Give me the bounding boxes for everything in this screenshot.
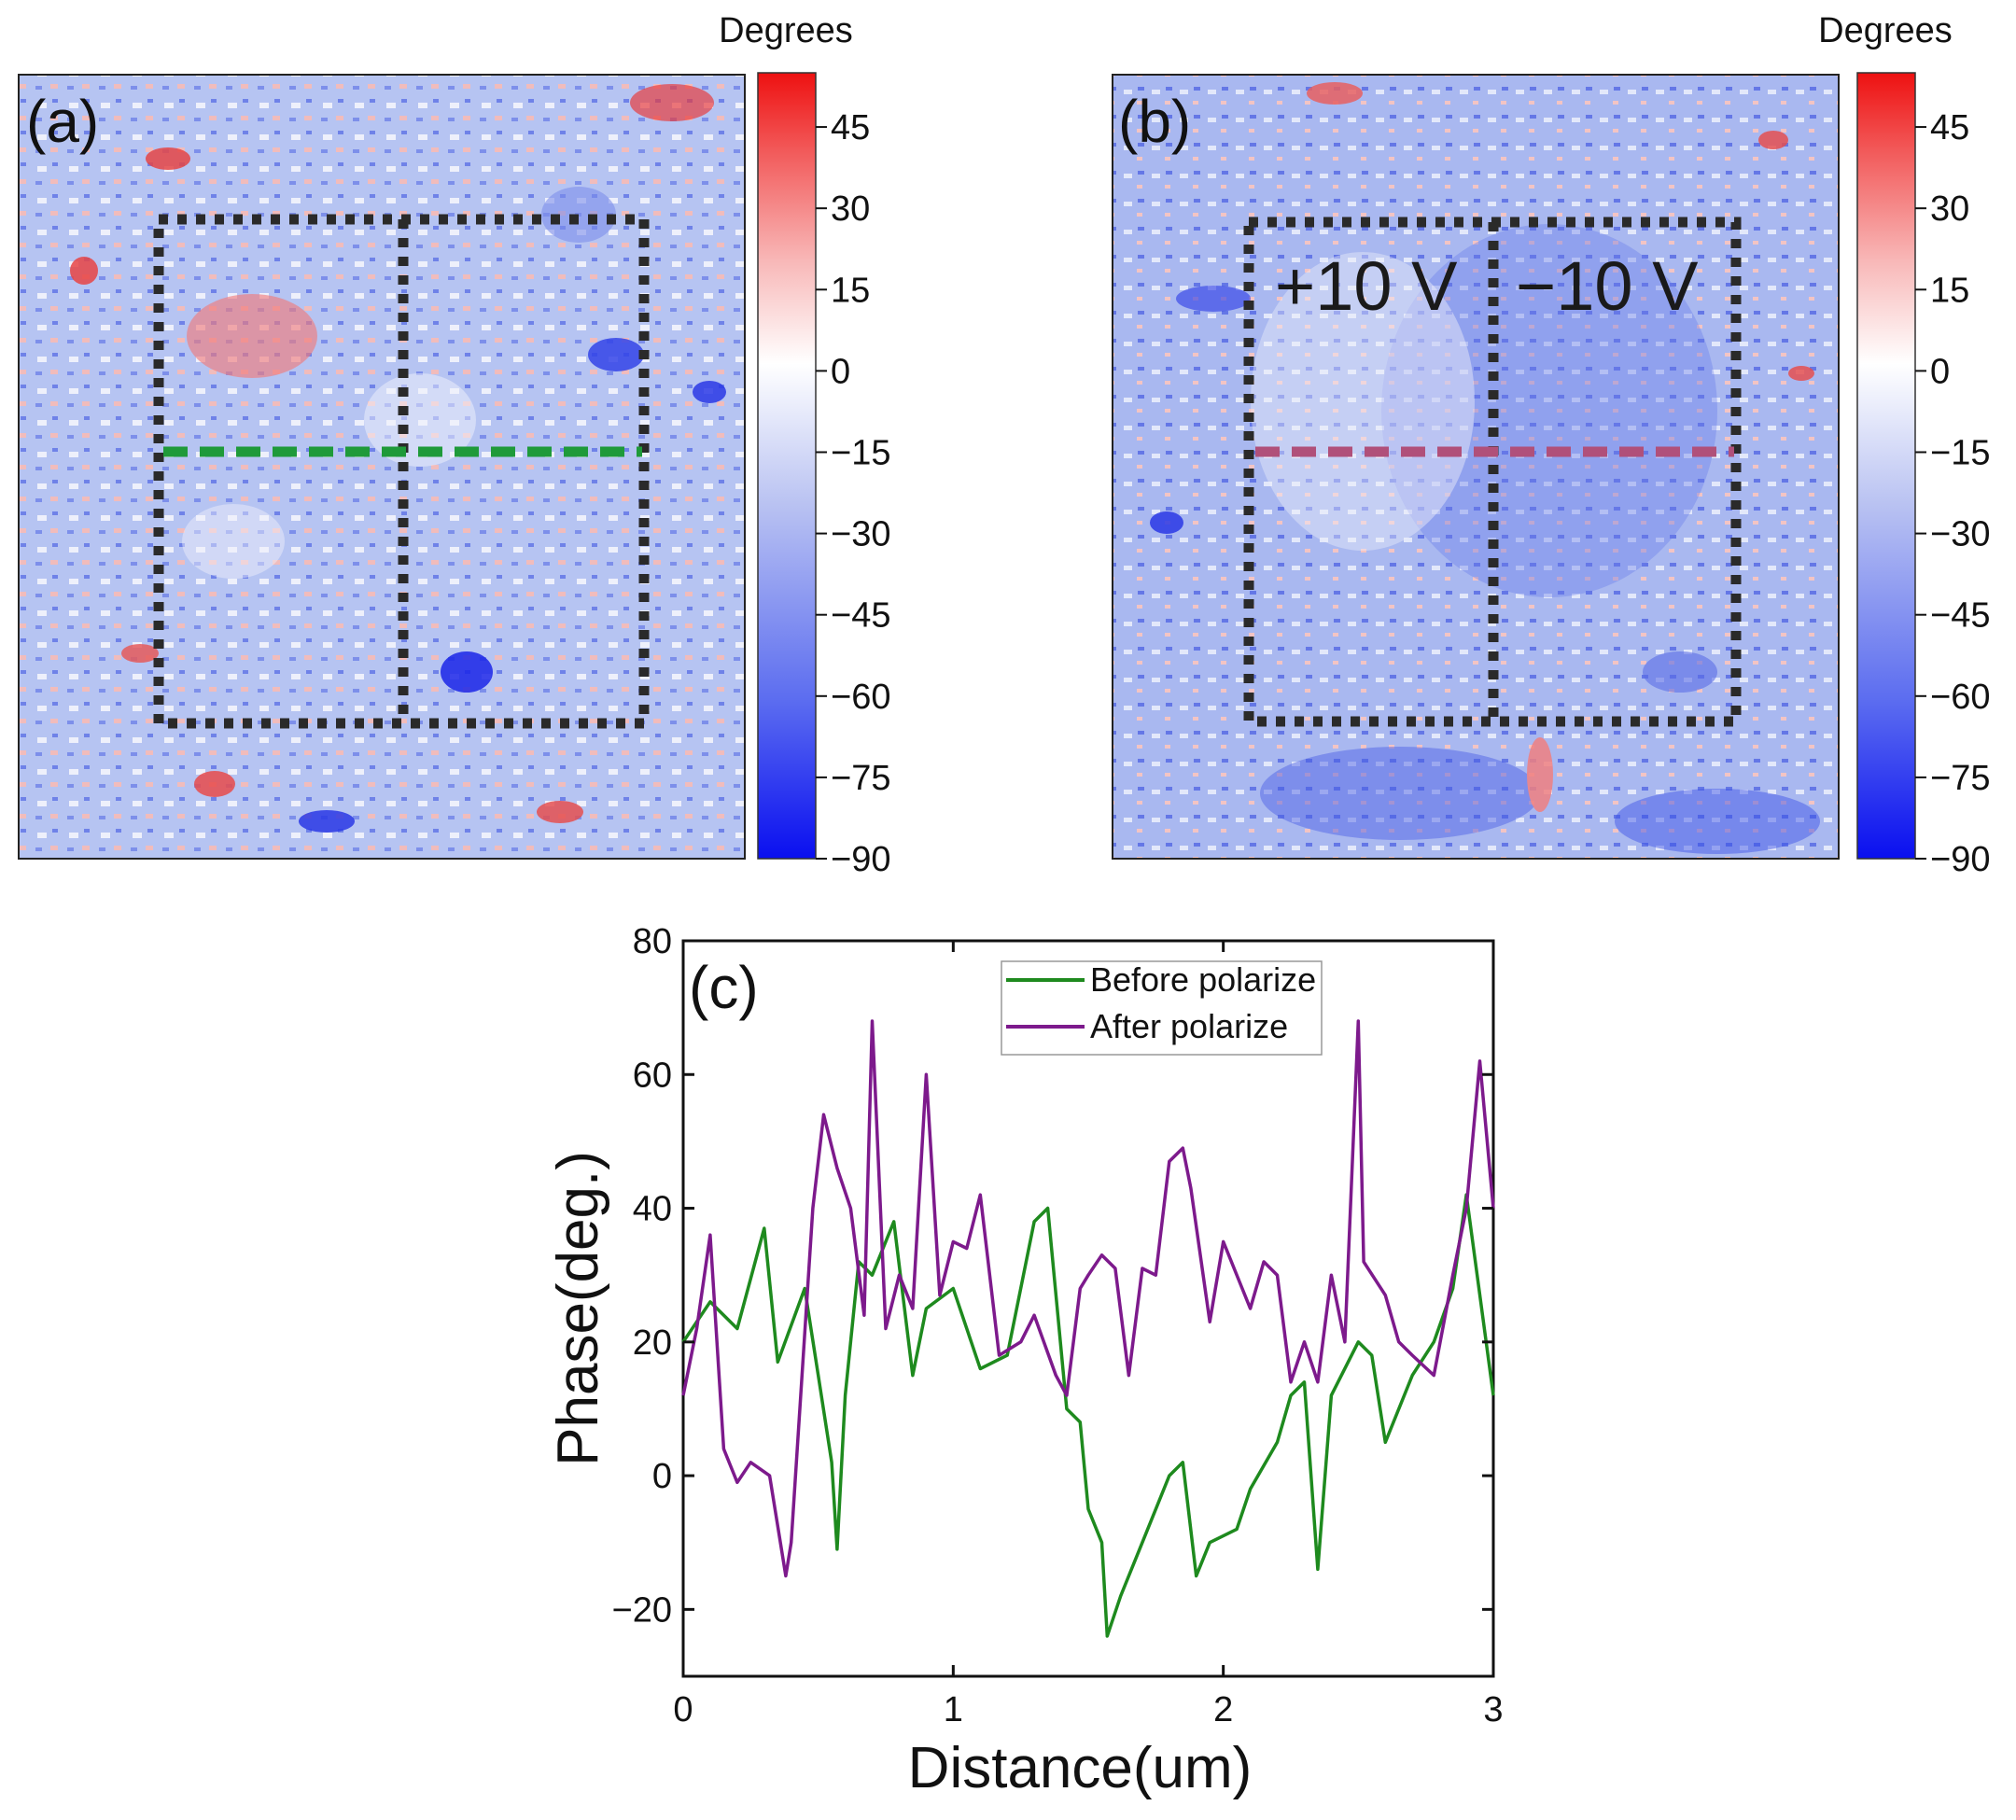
- colorbar-tick-label: −90: [1930, 840, 1990, 879]
- colorbar-tick-label: 15: [1930, 271, 1969, 310]
- colorbar-tick-label: −30: [831, 515, 890, 554]
- panel-c-label: (c): [689, 954, 759, 1021]
- colorbar-tick-label: −75: [831, 759, 890, 798]
- colorbar-tick-label: −90: [831, 840, 890, 879]
- colorbar-tick-label: 0: [1930, 352, 1950, 391]
- plot-series: [681, 1019, 1495, 1638]
- legend-label-before: Before polarize: [1090, 960, 1316, 999]
- colorbar-tick-label: −75: [1930, 759, 1990, 798]
- colorbar-tick-label: −15: [1930, 433, 1990, 472]
- x-tick-label: 0: [673, 1690, 693, 1729]
- plot-axes: 0 1 2 3 −20 0 20 40 60 80: [612, 922, 1504, 1729]
- colorbar-tick-label: 15: [831, 271, 870, 310]
- colorbar-tick-label: 45: [1930, 108, 1969, 147]
- colorbar-tick-label: −30: [1930, 515, 1990, 554]
- x-tick-label: 1: [944, 1690, 963, 1729]
- panel-a-map: [18, 74, 746, 860]
- panel-a-colorbar-title: Degrees: [719, 11, 853, 50]
- colorbar-tick-label: −60: [1930, 678, 1990, 717]
- panel-b-label: (b): [1118, 88, 1191, 155]
- panel-b-texture: [1150, 82, 1820, 854]
- panel-a: (a) Degrees 45 30 15 0 −15 −30 −45 −60 −75 −90: [18, 11, 890, 879]
- y-tick-label: −20: [612, 1590, 672, 1630]
- panel-b-positive-voltage-label: +10 V: [1275, 247, 1458, 325]
- colorbar-tick-label: −15: [831, 433, 890, 472]
- y-tick-label: 40: [633, 1190, 672, 1229]
- panel-a-colorbar: [757, 72, 817, 860]
- x-tick-label: 3: [1483, 1690, 1503, 1729]
- panel-b: (b) +10 V −10 V Degrees 45 30 15 0 −15 −30 −45…: [1112, 11, 1990, 879]
- y-axis-title: Phase(deg.): [546, 1151, 610, 1466]
- colorbar-tick-label: −45: [1930, 596, 1990, 636]
- y-tick-label: 60: [633, 1056, 672, 1095]
- x-axis-title: Distance(um): [908, 1736, 1253, 1800]
- panel-b-colorbar-ticks: 45 30 15 0 −15 −30 −45 −60 −75 −90: [1915, 108, 1990, 879]
- y-tick-label: 20: [633, 1323, 672, 1363]
- panel-a-colorbar-ticks: 45 30 15 0 −15 −30 −45 −60 −75 −90: [816, 108, 890, 879]
- colorbar-tick-label: 30: [1930, 189, 1969, 229]
- panel-b-map: [1112, 74, 1840, 860]
- colorbar-tick-label: 45: [831, 108, 870, 147]
- panel-a-label: (a): [26, 88, 99, 155]
- legend-box: [1001, 960, 1323, 1056]
- panel-b-negative-voltage-label: −10 V: [1516, 247, 1699, 325]
- y-tick-label: 80: [633, 922, 672, 961]
- colorbar-tick-label: 0: [831, 352, 850, 391]
- panel-c-chart: 0 1 2 3 −20 0 20 40 60 80 (c) Distance(um) Phase(…: [546, 922, 1504, 1800]
- legend-label-after: After polarize: [1090, 1007, 1288, 1045]
- colorbar-tick-label: 30: [831, 189, 870, 229]
- x-tick-label: 2: [1213, 1690, 1233, 1729]
- legend: Before polarize After polarize: [1001, 960, 1323, 1056]
- y-tick-label: 0: [652, 1457, 672, 1496]
- panel-b-colorbar: [1856, 72, 1916, 860]
- series-line-before-polarize: [681, 1193, 1495, 1638]
- colorbar-tick-label: −45: [831, 596, 890, 636]
- panel-b-colorbar-title: Degrees: [1818, 11, 1953, 50]
- series-line-after-polarize: [681, 1019, 1495, 1578]
- colorbar-tick-label: −60: [831, 678, 890, 717]
